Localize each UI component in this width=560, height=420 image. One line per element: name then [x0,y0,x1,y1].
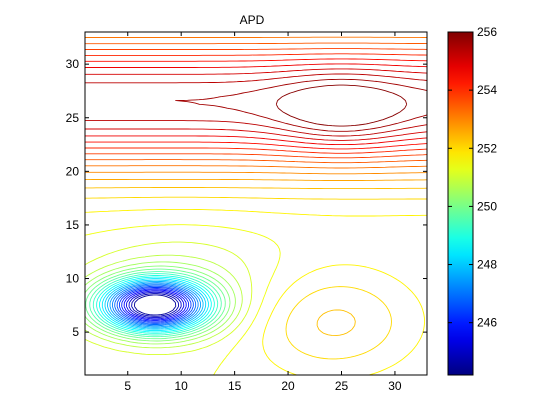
contour-level [275,84,408,127]
contour-level [128,291,182,319]
contour-level [131,293,180,317]
contour-lines [84,36,428,376]
contour-level [85,73,428,137]
contour-level [85,268,226,340]
colorbar [447,31,474,376]
contour-level [126,290,185,320]
x-tick-label: 15 [228,379,242,393]
contour-level [89,271,222,338]
x-axis-ticks: 5 10 15 20 25 30 [124,32,402,393]
colorbar-tick-label: 252 [477,141,497,155]
colorbar-tick-label: 246 [477,316,497,330]
contour-level [104,279,207,330]
contour-level [111,283,199,327]
chart-title: APD [240,13,265,27]
contour-level [96,275,215,334]
x-tick-label: 25 [335,379,349,393]
y-tick-label: 30 [66,57,80,71]
colorbar-tick-label: 256 [477,25,497,39]
y-axis-ticks: 5 10 15 20 25 30 [66,57,427,339]
colorbar-tick-label: 250 [477,199,497,213]
y-tick-label: 15 [66,218,80,232]
contour-level [92,273,219,336]
contour-level [175,78,428,132]
colorbar-ticks: 246 248 250 252 254 256 [448,25,497,330]
colorbar-tick-label: 254 [477,83,497,97]
contour-level [116,285,194,324]
x-tick-label: 30 [388,379,402,393]
contour-level [85,178,428,181]
y-tick-label: 20 [66,164,80,178]
x-tick-label: 5 [124,379,131,393]
contour-level [133,294,177,316]
colorbar-tick-label: 248 [477,258,497,272]
contour-level [101,278,209,332]
contour-level [85,48,428,159]
contour-level [84,265,231,342]
contour-level [84,254,243,349]
contour-level [118,287,192,323]
contour-level [85,196,427,360]
contour-level [84,208,427,376]
plot-frame [84,31,428,376]
contour-level [85,187,428,337]
y-tick-label: 25 [66,111,80,125]
contour-level [114,284,197,325]
x-tick-label: 20 [281,379,295,393]
contour-level [107,280,204,329]
contour-level [99,276,212,333]
contour-level [85,36,428,169]
y-tick-label: 5 [72,325,79,339]
y-tick-label: 10 [66,272,80,286]
contour-level [85,58,428,150]
contour-level [84,241,253,356]
contour-level [85,63,428,146]
contour-level [85,171,428,175]
contour-level [109,282,202,328]
x-tick-label: 10 [175,379,189,393]
contour-level [85,68,428,141]
contour-level [123,289,187,321]
contour-level [85,42,428,164]
contour-level [84,261,236,345]
contour-level [121,288,190,322]
contour-level [85,53,428,154]
